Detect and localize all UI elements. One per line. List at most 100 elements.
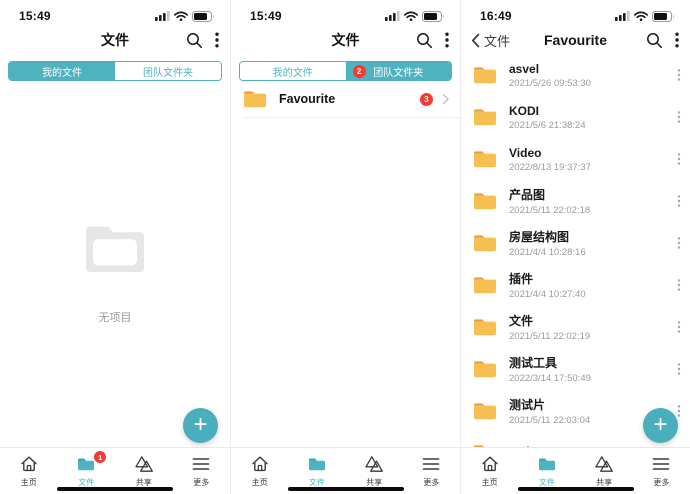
empty-folder-icon <box>86 226 144 272</box>
nav-files[interactable]: 文件 <box>518 448 575 494</box>
folder-row-favourite[interactable]: Favourite 3 <box>243 89 460 118</box>
status-time: 15:49 <box>19 9 51 23</box>
row-menu-dots-icon[interactable] <box>677 68 681 82</box>
nav-home-label: 主页 <box>251 478 268 487</box>
folder-icon <box>474 151 496 168</box>
nav-more[interactable]: 更多 <box>173 448 231 494</box>
nav-more[interactable]: 更多 <box>403 448 460 494</box>
row-menu-dots-icon[interactable] <box>677 236 681 250</box>
bottom-nav: 主页 1 文件 共享 更多 <box>0 447 230 494</box>
row-menu-dots-icon[interactable] <box>677 404 681 418</box>
add-button[interactable]: + <box>643 408 678 443</box>
folder-icon <box>78 458 95 471</box>
folder-icon <box>474 109 496 126</box>
home-icon <box>481 456 498 472</box>
folder-icon <box>244 91 266 108</box>
folder-row[interactable]: asvel 2021/5/26 09:53:30 <box>461 54 690 96</box>
folder-timestamp: 2021/5/11 22:02:18 <box>509 205 591 216</box>
battery-icon <box>652 10 674 22</box>
folder-row[interactable]: 房屋结构图 2021/4/4 10:28:16 <box>461 222 690 264</box>
nav-share-label: 共享 <box>366 478 383 487</box>
tab-bar: 我的文件 2 团队文件夹 <box>239 61 452 81</box>
search-icon[interactable] <box>646 32 663 49</box>
page-title: 文件 <box>331 32 360 48</box>
nav-bar: 文件 <box>0 26 230 54</box>
folder-timestamp: 2021/5/11 22:02:19 <box>509 331 591 342</box>
folder-icon <box>308 458 325 471</box>
menu-dots-icon[interactable] <box>445 32 449 48</box>
menu-dots-icon[interactable] <box>215 32 219 48</box>
nav-home-label: 主页 <box>481 478 498 487</box>
status-bar: 15:49 <box>231 0 460 26</box>
folder-row[interactable]: 产品图 2021/5/11 22:02:18 <box>461 180 690 222</box>
nav-bar: 文件 <box>231 26 460 54</box>
folder-badge: 3 <box>420 92 433 106</box>
folder-row[interactable]: 插件 2021/4/4 10:27:40 <box>461 264 690 306</box>
status-time: 16:49 <box>480 9 512 23</box>
add-button[interactable]: + <box>183 408 218 443</box>
status-icons <box>385 10 445 22</box>
chevron-right-icon <box>442 93 449 105</box>
nav-share[interactable]: 共享 <box>346 448 403 494</box>
folder-name: 文件 <box>509 314 534 328</box>
nav-share[interactable]: 共享 <box>576 448 633 494</box>
folder-timestamp: 2021/4/4 10:27:40 <box>509 289 586 300</box>
menu-dots-icon[interactable] <box>675 32 679 48</box>
home-indicator[interactable] <box>287 487 404 491</box>
nav-home[interactable]: 主页 <box>231 448 288 494</box>
folder-icon <box>538 458 555 471</box>
home-icon <box>21 456 37 472</box>
search-icon[interactable] <box>186 32 203 49</box>
folder-row[interactable]: 文件 2021/5/11 22:02:19 <box>461 306 690 348</box>
plus-icon: + <box>193 410 208 438</box>
nav-share-label: 共享 <box>596 478 613 487</box>
folder-icon <box>474 235 496 252</box>
chevron-left-icon <box>471 33 480 47</box>
back-button[interactable]: 文件 <box>471 31 510 50</box>
cellular-signal-icon <box>615 11 630 21</box>
folder-timestamp: 2021/5/6 21:38:24 <box>509 119 586 131</box>
folder-name: KODI <box>509 103 539 118</box>
status-icons <box>155 10 215 22</box>
folder-icon <box>474 277 496 294</box>
search-icon[interactable] <box>416 32 433 49</box>
home-indicator[interactable] <box>517 487 634 491</box>
battery-icon <box>422 10 444 22</box>
tab-my-files[interactable]: 我的文件 <box>9 62 115 80</box>
row-menu-dots-icon[interactable] <box>677 278 681 292</box>
tab-team-folder[interactable]: 团队文件夹 <box>115 62 221 80</box>
folder-icon <box>474 403 496 420</box>
nav-more[interactable]: 更多 <box>633 448 690 494</box>
nav-files[interactable]: 1 文件 <box>58 448 116 494</box>
nav-home[interactable]: 主页 <box>0 448 58 494</box>
tab-team-folder[interactable]: 2 团队文件夹 <box>345 62 451 80</box>
folder-icon <box>474 319 496 336</box>
row-menu-dots-icon[interactable] <box>677 152 681 166</box>
folder-row[interactable]: Video 2022/8/13 19:37:37 <box>461 138 690 180</box>
nav-files-label: 文件 <box>538 478 555 487</box>
nav-more-label: 更多 <box>423 478 440 487</box>
row-menu-dots-icon[interactable] <box>677 320 681 334</box>
folder-row[interactable]: KODI 2021/5/6 21:38:24 <box>461 96 690 138</box>
empty-state: 无项目 <box>0 220 230 325</box>
nav-more-label: 更多 <box>193 478 210 487</box>
folder-timestamp: 2022/3/14 17:50:49 <box>509 373 591 384</box>
row-menu-dots-icon[interactable] <box>677 362 681 376</box>
tab-my-files[interactable]: 我的文件 <box>240 62 346 80</box>
nav-home[interactable]: 主页 <box>461 448 518 494</box>
folder-timestamp: 2021/4/4 10:28:16 <box>509 247 586 258</box>
folder-row[interactable]: 测试片 2021/5/11 22:03:04 <box>461 390 690 432</box>
folder-name: 测试工具 <box>509 356 558 370</box>
row-menu-dots-icon[interactable] <box>677 194 681 208</box>
nav-files[interactable]: 文件 <box>288 448 345 494</box>
nav-files-label: 文件 <box>78 478 95 487</box>
folder-row[interactable]: 测试工具 2022/3/14 17:50:49 <box>461 348 690 390</box>
cellular-signal-icon <box>155 11 170 21</box>
row-menu-dots-icon[interactable] <box>677 110 681 124</box>
folder-icon <box>474 193 496 210</box>
home-indicator[interactable] <box>57 487 173 491</box>
tab-my-files-label: 我的文件 <box>272 67 313 79</box>
nav-share[interactable]: 共享 <box>115 448 173 494</box>
share-icon <box>135 456 153 472</box>
